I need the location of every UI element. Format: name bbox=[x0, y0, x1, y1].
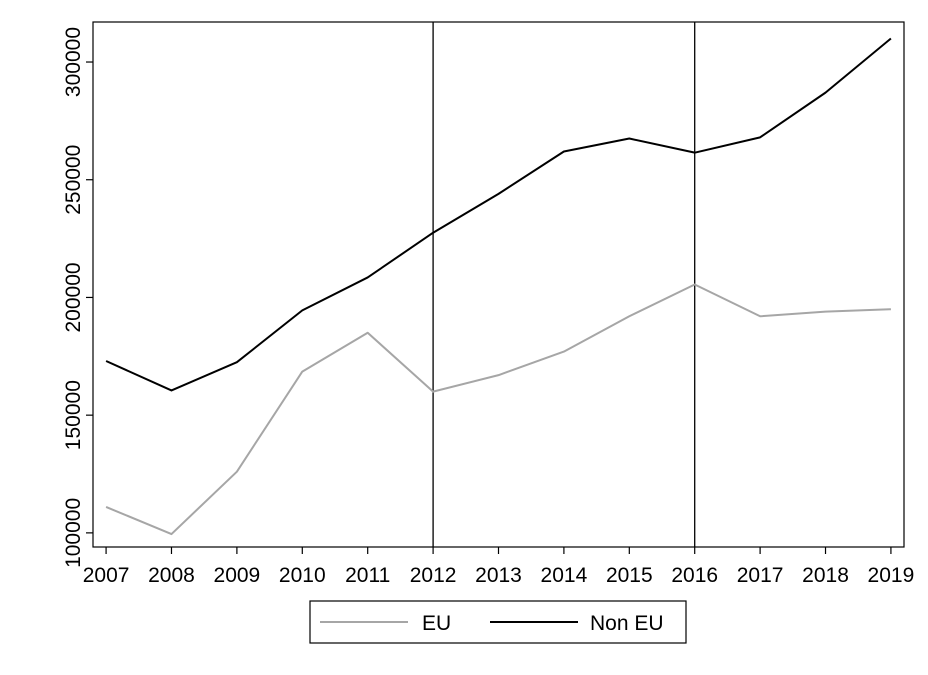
x-tick-label: 2016 bbox=[671, 564, 718, 587]
series-line-non-eu bbox=[105, 37, 892, 392]
x-tick-label: 2007 bbox=[83, 564, 130, 587]
x-tick-label: 2011 bbox=[345, 564, 390, 587]
plot-frame bbox=[92, 21, 905, 548]
reference-lines bbox=[432, 22, 696, 547]
series-lines bbox=[105, 37, 892, 536]
y-tick-label: 100000 bbox=[62, 498, 85, 568]
y-axis: 100000 150000 200000 250000 300000 bbox=[62, 27, 93, 568]
series-line-eu bbox=[105, 283, 891, 536]
x-tick-label: 2019 bbox=[868, 564, 915, 587]
x-tick-label: 2008 bbox=[148, 564, 195, 587]
y-tick-label: 300000 bbox=[62, 27, 85, 97]
y-tick-label: 250000 bbox=[62, 145, 85, 215]
x-tick-label: 2010 bbox=[279, 564, 326, 587]
x-axis: 2007 2008 2009 2010 2011 2012 2013 2014 2015 2016… bbox=[83, 547, 915, 587]
y-tick-label: 200000 bbox=[62, 262, 85, 332]
x-tick-label: 2013 bbox=[475, 564, 522, 587]
x-tick-label: 2017 bbox=[737, 564, 784, 587]
legend-label-non-eu: Non EU bbox=[590, 612, 664, 635]
legend: EU Non EU bbox=[309, 600, 687, 644]
legend-label-eu: EU bbox=[422, 612, 451, 635]
x-tick-label: 2012 bbox=[410, 564, 457, 587]
x-tick-label: 2015 bbox=[606, 564, 653, 587]
x-tick-label: 2009 bbox=[214, 564, 261, 587]
x-tick-label: 2018 bbox=[802, 564, 849, 587]
x-tick-label: 2014 bbox=[541, 564, 588, 587]
y-tick-label: 150000 bbox=[62, 380, 85, 450]
